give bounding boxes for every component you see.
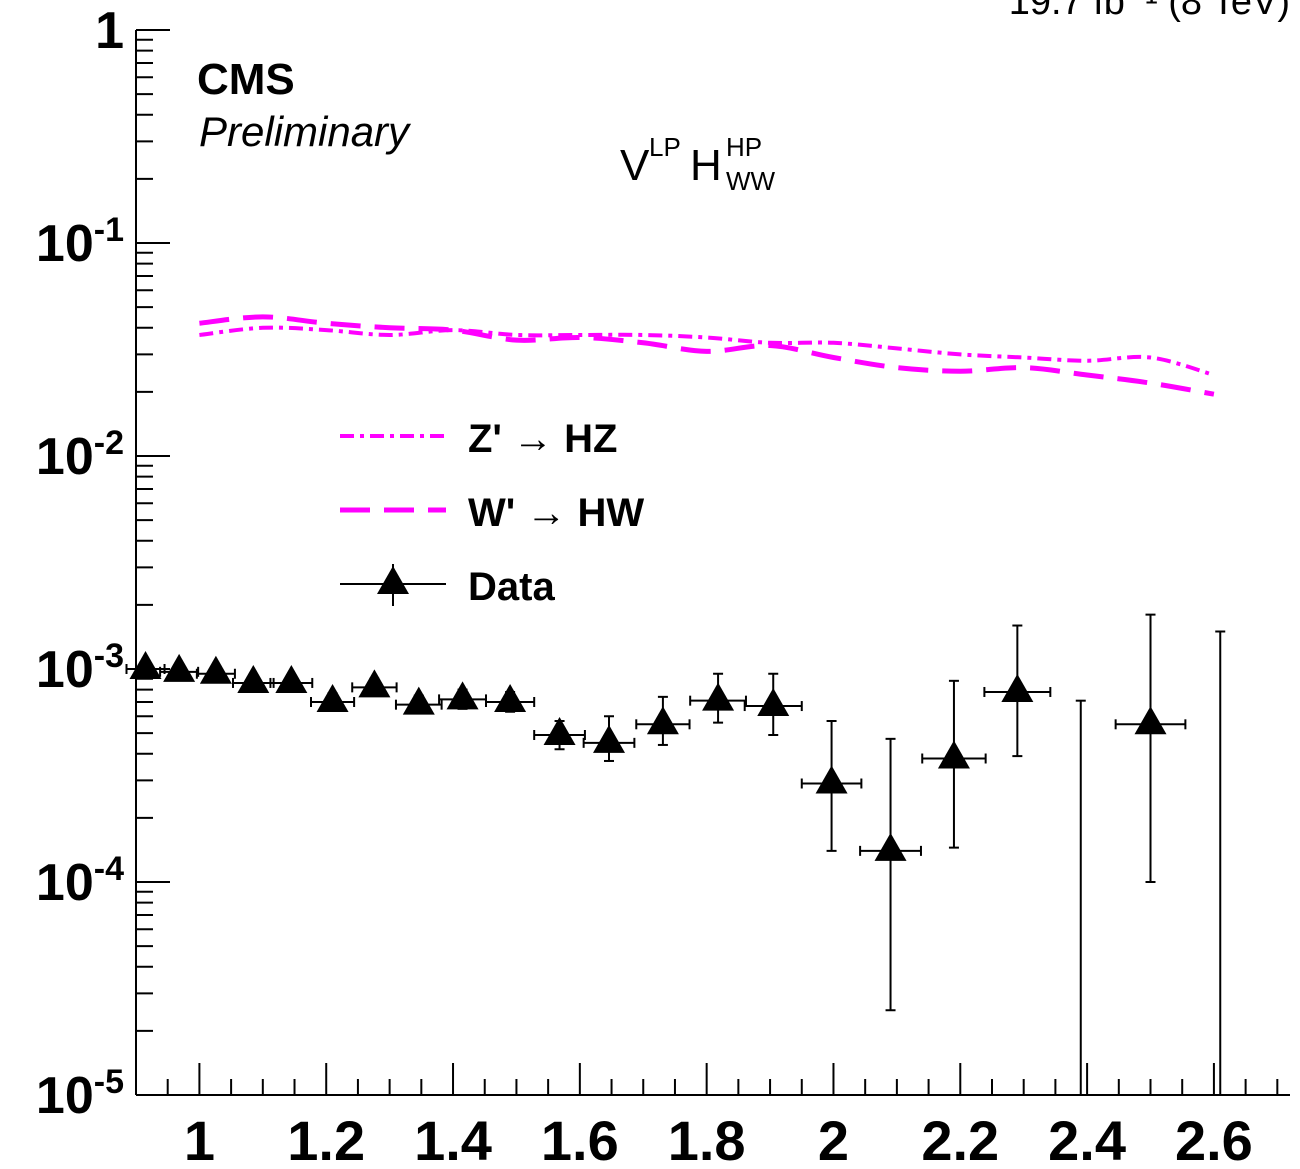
data-point [1075,699,1086,1095]
data-point [269,664,314,693]
data-point-marker [815,765,848,794]
y-tick-label: 10-3 [36,637,124,699]
x-tick-labels: 1 1.2 1.4 1.6 1.8 2 2.2 2.4 2.6 [184,1109,1253,1169]
data-point-marker [1001,673,1034,702]
data-point-marker [937,740,970,769]
data-points [125,613,1226,1095]
data-point-marker [543,716,576,745]
data-point [533,716,586,751]
category-main: V [620,141,650,190]
x-tick-label: 1.8 [668,1109,746,1169]
y-tick-label: 10-5 [36,1063,124,1125]
category-sub2: WW [726,166,776,196]
y-tick-label: 10-1 [36,211,124,273]
x-tick-label: 2.2 [921,1109,999,1169]
legend-label-data: Data [468,565,555,609]
data-point [310,683,356,712]
x-tick-label: 1.2 [287,1109,365,1169]
x-tick-label: 2 [818,1109,849,1169]
data-point-marker [237,664,270,693]
data-point-marker [494,683,527,712]
data-point [582,715,636,762]
category-label: V LP H HP WW [620,132,776,196]
data-point [921,679,987,849]
data-point-marker [358,669,391,698]
x-tick-label: 1 [184,1109,215,1169]
experiment-label: CMS [197,55,295,104]
data-point [1114,613,1187,883]
data-point [983,624,1052,758]
x-tick-label: 2.6 [1175,1109,1253,1169]
status-label: Preliminary [199,108,412,155]
data-point [800,719,863,852]
data-point [485,683,536,713]
data-point-marker [316,683,349,712]
plot-axes [135,30,1290,1096]
legend-label-zprime: Z' → HZ [468,417,618,461]
legend-entry-zprime: Z' → HZ [340,417,618,461]
data-point [195,655,236,684]
data-point-marker [129,651,162,679]
data-point [351,669,398,698]
axis-ticks [136,29,1279,1096]
signal-curves [199,314,1215,397]
wprime-curve [199,314,1215,397]
luminosity-label: 19.7 fb⁻¹ (8 TeV) [1009,0,1290,23]
legend-swatch-data-marker [377,566,409,594]
data-point-marker [275,664,308,693]
data-point [232,664,275,693]
legend-entry-wprime: W' → HW [340,491,644,535]
data-point [635,695,691,746]
y-tick-label: 10-4 [36,850,124,912]
data-point [859,737,922,1012]
y-tick-label: 1 [95,2,124,60]
legend-label-wprime: W' → HW [468,491,644,535]
category-mid: H [690,141,722,190]
data-point-marker [593,724,626,753]
data-point-marker [1134,706,1167,735]
data-point-marker [446,681,479,710]
data-point [689,672,747,724]
category-sup1: LP [649,132,681,162]
data-point [394,686,443,715]
x-tick-label: 1.4 [414,1109,492,1169]
data-point-marker [874,832,907,861]
category-sup2: HP [726,132,762,162]
data-point-marker [199,655,232,684]
data-point-marker [163,653,196,682]
data-point [743,672,803,736]
legend: Z' → HZ W' → HW Data [340,417,644,609]
y-tick-labels: 10-5 10-4 10-3 10-2 10-1 1 [36,2,124,1125]
data-point [1215,630,1226,1095]
data-point-marker [702,682,735,711]
data-point-marker [646,706,679,735]
data-point [438,681,488,710]
y-tick-label: 10-2 [36,424,124,486]
data-point [125,651,166,679]
data-point-marker [402,686,435,715]
data-point-marker [757,688,790,717]
legend-entry-data: Data [340,564,555,609]
x-tick-label: 1.6 [541,1109,619,1169]
x-tick-label: 2.4 [1048,1109,1126,1169]
data-point [159,653,200,682]
